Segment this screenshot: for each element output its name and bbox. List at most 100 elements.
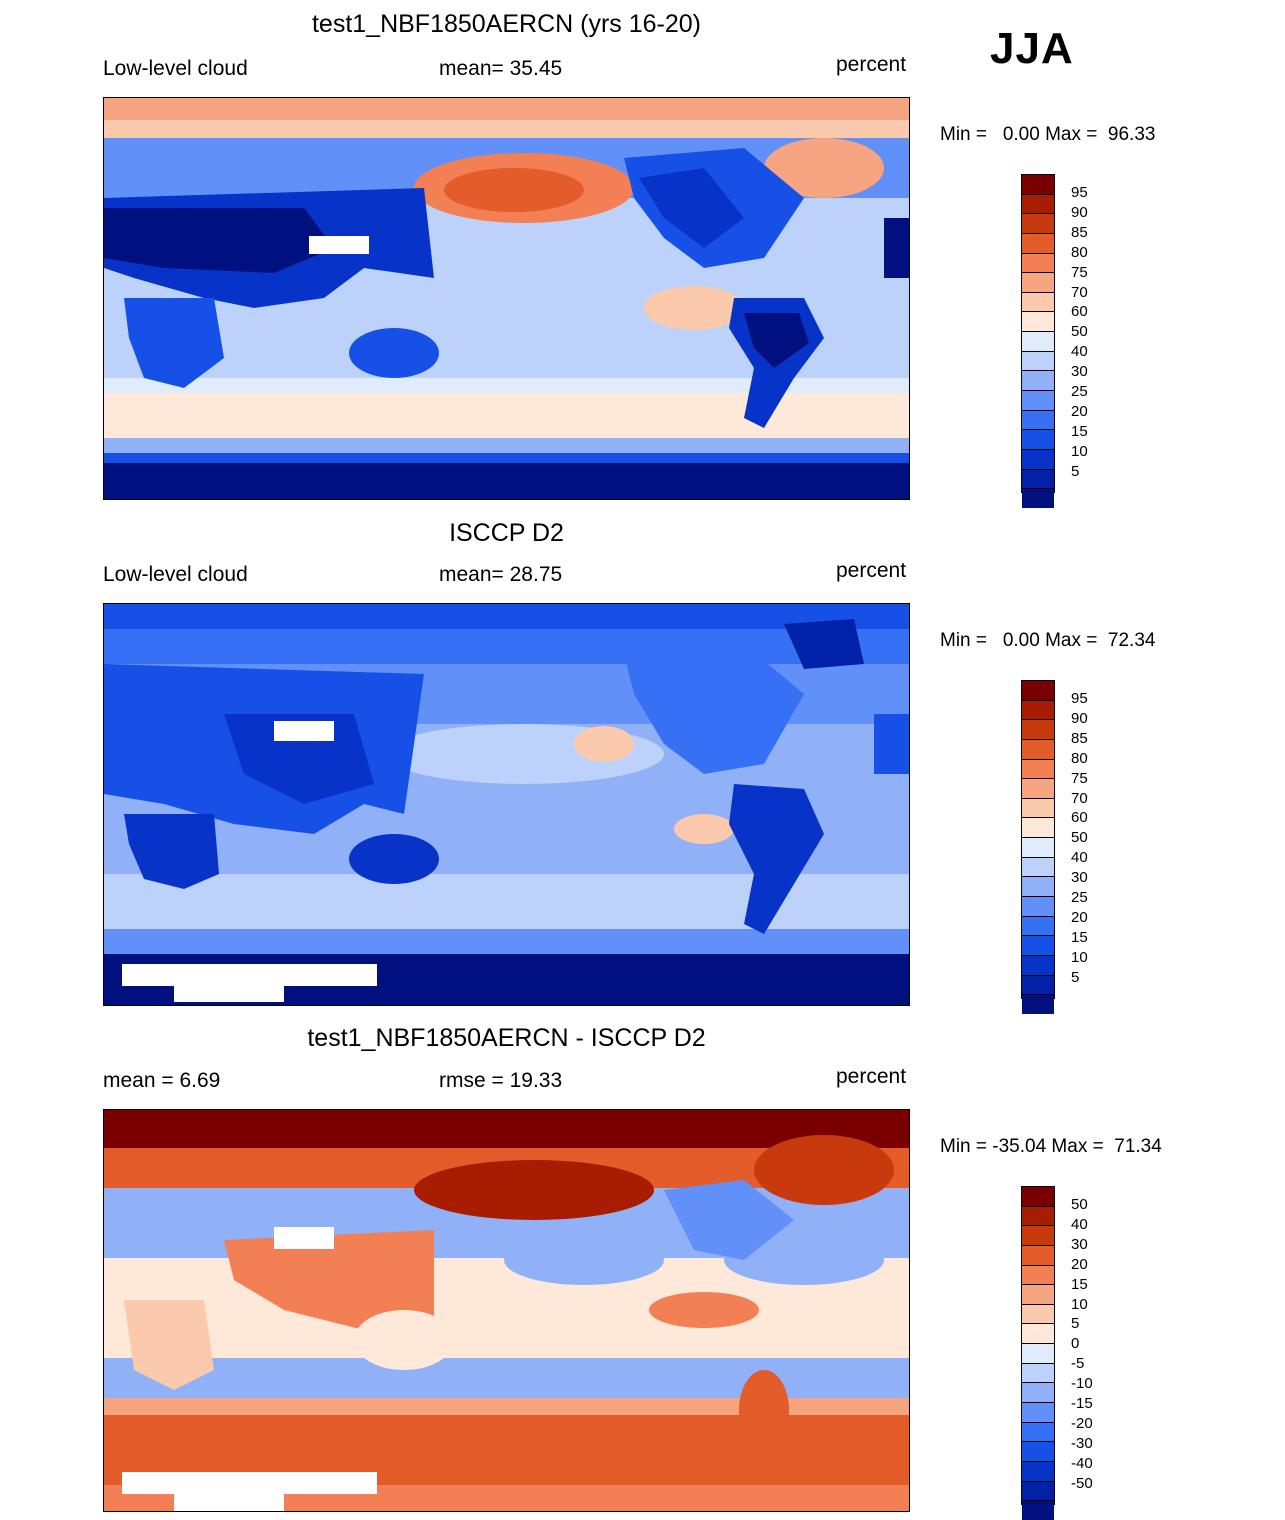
colorbar-swatch <box>1022 915 1054 936</box>
colorbar-tick-label: 60 <box>1071 303 1088 321</box>
colorbar-swatch <box>1022 974 1054 995</box>
colorbar-swatch <box>1022 699 1054 720</box>
colorbar-swatch <box>1022 448 1054 469</box>
colorbar-tick-label: 10 <box>1071 1295 1088 1313</box>
season-label: JJA <box>990 24 1074 73</box>
colorbar-swatch <box>1022 1225 1054 1245</box>
panel-3-mean-label: mean = 6.69 <box>103 1069 221 1092</box>
colorbar-swatch <box>1022 1382 1054 1403</box>
colorbar-tick-label: 20 <box>1071 1255 1088 1273</box>
colorbar-swatch <box>1022 409 1054 430</box>
colorbar-swatch <box>1022 232 1054 253</box>
panel-2-colorbar <box>1021 680 1055 1014</box>
colorbar-tick-label: -10 <box>1071 1375 1093 1393</box>
panel-1-colorbar <box>1021 174 1055 508</box>
panel-3-map <box>103 1109 910 1512</box>
colorbar-tick-label: 50 <box>1071 323 1088 341</box>
colorbar-tick-label: 50 <box>1071 829 1088 847</box>
colorbar-tick-label: 15 <box>1071 422 1088 440</box>
colorbar-swatch <box>1022 252 1054 273</box>
colorbar-swatch <box>1022 896 1054 916</box>
colorbar-tick-label: -5 <box>1071 1355 1085 1373</box>
colorbar-swatch <box>1022 193 1054 214</box>
colorbar-swatch <box>1022 213 1054 233</box>
colorbar-tick-label: 15 <box>1071 1275 1088 1293</box>
colorbar-tick-label: 5 <box>1071 462 1080 480</box>
colorbar-swatch <box>1022 837 1054 857</box>
colorbar-tick-label: -50 <box>1071 1474 1093 1492</box>
colorbar-tick-label: 10 <box>1071 948 1088 966</box>
colorbar-swatch <box>1022 429 1054 449</box>
colorbar-tick-label: 0 <box>1071 1335 1080 1353</box>
panel-2-variable-label: Low-level cloud <box>103 563 248 586</box>
panel-2-units: percent <box>836 559 907 582</box>
colorbar-swatch <box>1022 1421 1054 1442</box>
colorbar-swatch <box>1022 1244 1054 1265</box>
colorbar-tick-label: 95 <box>1071 690 1088 707</box>
colorbar-tick-label: 10 <box>1071 442 1088 460</box>
colorbar-swatch <box>1022 1323 1054 1344</box>
colorbar-tick-label: 50 <box>1071 1196 1088 1213</box>
colorbar-swatch <box>1022 797 1054 818</box>
colorbar-swatch <box>1022 719 1054 739</box>
colorbar-swatch <box>1022 331 1054 351</box>
colorbar-swatch <box>1022 954 1054 975</box>
panel-2-map <box>103 603 910 1006</box>
colorbar-tick-label: 25 <box>1071 383 1088 400</box>
panel-2-title: ISCCP D2 <box>449 519 564 547</box>
colorbar-swatch <box>1022 1264 1054 1285</box>
colorbar-swatch <box>1022 1460 1054 1481</box>
colorbar-swatch <box>1022 1343 1054 1363</box>
panel-1-minmax: Min = 0.00 Max = 96.33 <box>940 124 1156 145</box>
colorbar-tick-label: 95 <box>1071 184 1088 201</box>
panel-1-mean-label: mean= 35.45 <box>439 57 563 80</box>
colorbar-tick-label: 30 <box>1071 869 1088 887</box>
colorbar-tick-label: 40 <box>1071 1215 1088 1233</box>
colorbar-swatch <box>1022 1284 1054 1304</box>
colorbar-swatch <box>1022 488 1054 508</box>
colorbar-tick-label: 80 <box>1071 749 1088 767</box>
colorbar-tick-label: -30 <box>1071 1434 1093 1452</box>
colorbar-tick-label: 75 <box>1071 769 1088 787</box>
panel-3-title: test1_NBF1850AERCN - ISCCP D2 <box>307 1024 706 1052</box>
panel-1-map <box>103 97 910 500</box>
colorbar-swatch <box>1022 738 1054 759</box>
colorbar-swatch <box>1022 1187 1054 1206</box>
colorbar-tick-label: 85 <box>1071 729 1088 747</box>
colorbar-tick-label: 30 <box>1071 363 1088 381</box>
colorbar-tick-label: -40 <box>1071 1454 1093 1472</box>
colorbar-swatch <box>1022 935 1054 955</box>
colorbar-swatch <box>1022 390 1054 410</box>
colorbar-swatch <box>1022 758 1054 779</box>
colorbar-swatch <box>1022 311 1054 332</box>
panel-1-units: percent <box>836 53 907 76</box>
colorbar-swatch <box>1022 291 1054 312</box>
colorbar-tick-label: 15 <box>1071 928 1088 946</box>
colorbar-swatch <box>1022 350 1054 371</box>
panel-3-units: percent <box>836 1065 907 1088</box>
colorbar-tick-label: 70 <box>1071 283 1088 301</box>
colorbar-swatch <box>1022 1500 1054 1520</box>
colorbar-swatch <box>1022 681 1054 700</box>
panel-3-colorbar <box>1021 1186 1055 1520</box>
panel-3-rmse-label: rmse = 19.33 <box>439 1069 563 1092</box>
colorbar-tick-label: 80 <box>1071 243 1088 261</box>
colorbar-tick-label: 85 <box>1071 223 1088 241</box>
panel-1-variable-label: Low-level cloud <box>103 57 248 80</box>
colorbar-tick-label: 5 <box>1071 968 1080 986</box>
colorbar-swatch <box>1022 370 1054 391</box>
colorbar-swatch <box>1022 1480 1054 1501</box>
colorbar-swatch <box>1022 778 1054 798</box>
colorbar-tick-label: 75 <box>1071 263 1088 281</box>
colorbar-swatch <box>1022 175 1054 194</box>
colorbar-swatch <box>1022 817 1054 838</box>
colorbar-swatch <box>1022 1402 1054 1422</box>
panel-2-mean-label: mean= 28.75 <box>439 563 563 586</box>
colorbar-swatch <box>1022 1303 1054 1324</box>
colorbar-tick-label: 70 <box>1071 789 1088 807</box>
colorbar-tick-label: -20 <box>1071 1414 1093 1432</box>
colorbar-tick-label: -15 <box>1071 1395 1093 1412</box>
colorbar-swatch <box>1022 1205 1054 1226</box>
colorbar-tick-label: 90 <box>1071 709 1088 727</box>
panel-1-title: test1_NBF1850AERCN (yrs 16-20) <box>311 10 702 38</box>
